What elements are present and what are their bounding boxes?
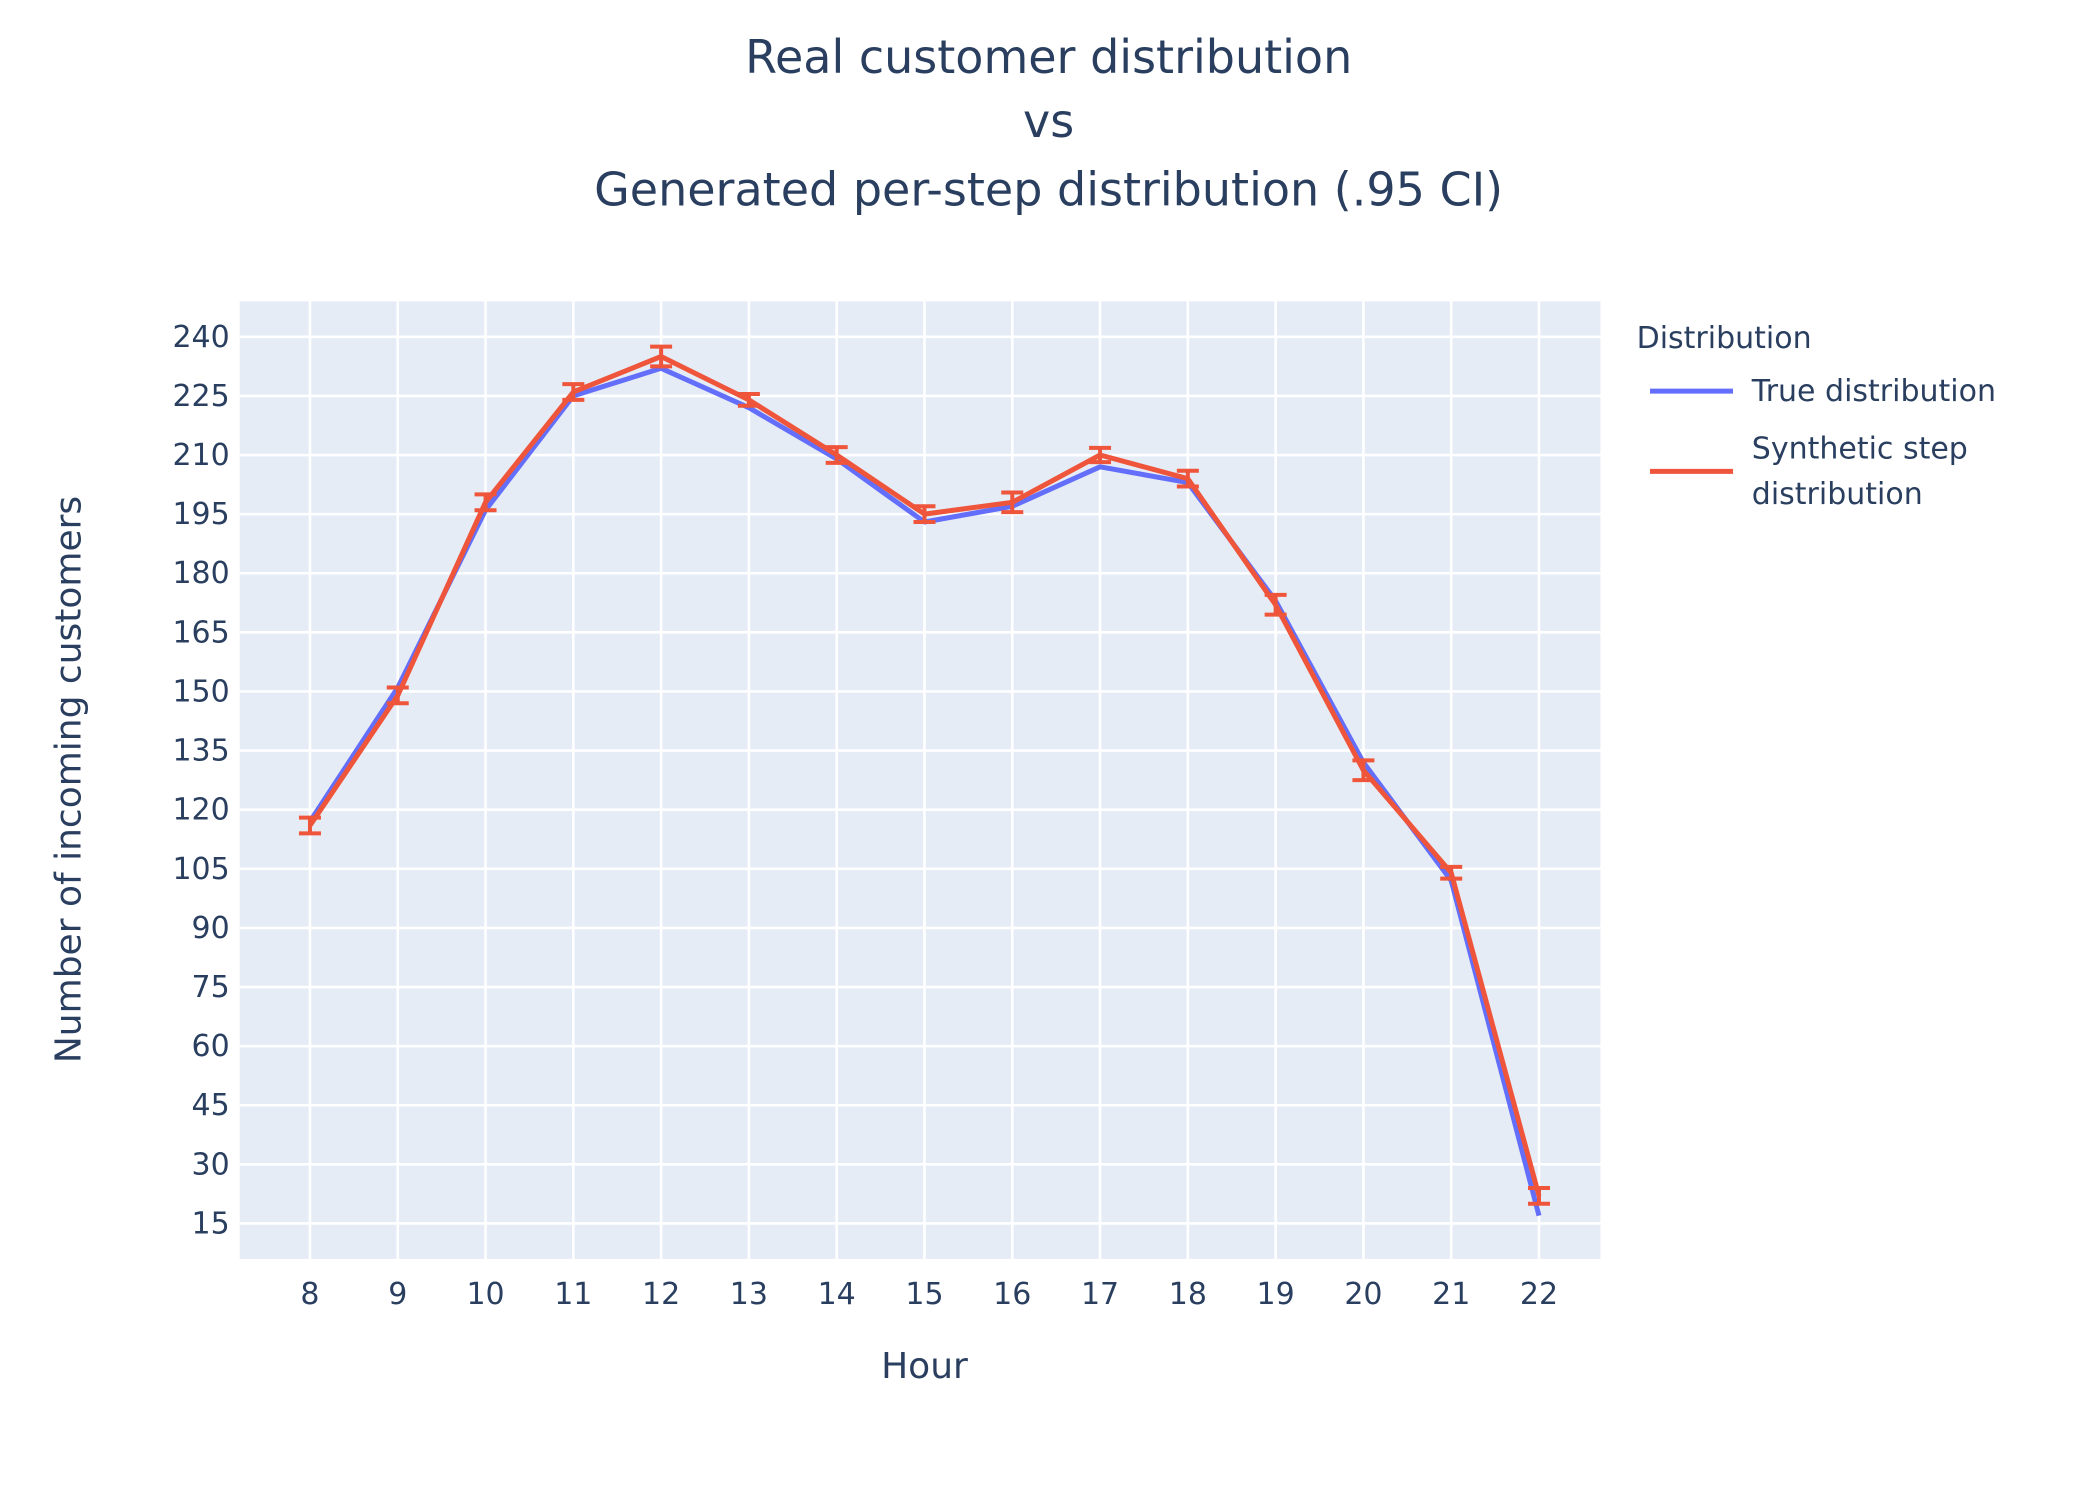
y-tick-labels: 15 30 45 60 75 90 105 120 135 150 165 180 195 210 225 2… [172,320,229,1242]
y-tick-label: 135 [172,734,229,769]
y-tick-label: 30 [192,1147,230,1182]
x-tick-label: 19 [1257,1277,1295,1312]
y-tick-label: 105 [172,852,229,887]
chart-title-line: Real customer distribution [745,30,1352,84]
legend-label: Synthetic step [1752,432,1968,467]
x-tick-label: 9 [388,1277,407,1312]
y-tick-label: 195 [172,497,229,532]
error-bar [1352,758,1375,783]
x-tick-label: 20 [1344,1277,1382,1312]
y-tick-label: 150 [172,674,229,709]
error-bar [298,815,321,836]
error-bar [1176,468,1199,489]
x-tick-label: 17 [1081,1277,1119,1312]
x-tick-labels: 8 9 10 11 12 13 14 15 16 17 18 19 20 21 22 [300,1277,1558,1312]
error-bar [1440,864,1463,881]
y-tick-label: 15 [192,1206,230,1241]
x-tick-label: 12 [642,1277,680,1312]
error-bar [825,445,848,465]
chart-title-line: vs [1023,94,1074,148]
plot-area [239,301,1601,1259]
error-bar [1001,490,1024,515]
x-tick-label: 10 [466,1277,504,1312]
error-bar [1527,1185,1550,1206]
error-bars [298,344,1550,1206]
y-axis-title: Number of incoming customers [48,496,89,1063]
y-tick-label: 90 [192,911,230,946]
y-tick-label: 45 [192,1088,230,1123]
y-tick-label: 165 [172,615,229,650]
y-tick-label: 240 [172,320,229,355]
legend-item-synthetic-distribution[interactable]: Synthetic step distribution [1650,432,1968,513]
error-bar [737,391,760,408]
y-tick-label: 75 [192,970,230,1005]
legend-item-true-distribution[interactable]: True distribution [1650,374,1996,409]
x-tick-label: 22 [1520,1277,1558,1312]
x-axis-title: Hour [881,1346,968,1387]
chart-title: Real customer distribution vs Generated pe… [594,30,1503,217]
legend-title: Distribution [1637,321,1812,356]
error-bar [562,382,585,402]
x-tick-label: 18 [1169,1277,1207,1312]
y-tick-label: 120 [172,793,229,828]
error-bar [1264,592,1287,617]
error-bar [913,504,936,525]
legend-label: distribution [1752,477,1923,512]
error-bar [474,492,497,513]
legend-label: True distribution [1751,374,1996,409]
error-bar [1089,445,1112,465]
x-tick-label: 14 [818,1277,856,1312]
x-tick-label: 11 [554,1277,592,1312]
x-tick-label: 16 [993,1277,1031,1312]
error-bar [650,344,673,369]
legend: Distribution True distribution Synthetic s… [1637,321,1996,512]
x-tick-label: 15 [905,1277,943,1312]
x-tick-label: 13 [730,1277,768,1312]
y-tick-label: 60 [192,1029,230,1064]
y-tick-label: 180 [172,556,229,591]
error-bar [386,685,409,706]
x-tick-label: 8 [300,1277,319,1312]
y-tick-label: 210 [172,438,229,473]
chart-title-line: Generated per-step distribution (.95 CI) [594,163,1503,217]
x-tick-label: 21 [1432,1277,1470,1312]
y-tick-label: 225 [172,379,229,414]
